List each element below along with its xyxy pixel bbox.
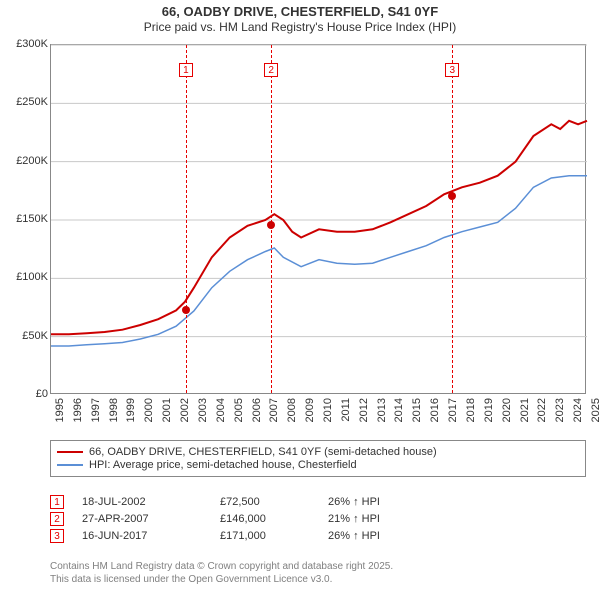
y-tick-label: £50K xyxy=(2,330,48,342)
sale-marker-box: 2 xyxy=(264,63,278,77)
sale-marker-vline xyxy=(186,45,187,393)
sale-marker-dot xyxy=(267,221,275,229)
x-tick-label: 2011 xyxy=(340,398,352,422)
grid-and-series-svg xyxy=(51,45,585,393)
x-tick-label: 2015 xyxy=(411,398,423,422)
x-tick-label: 2021 xyxy=(519,398,531,422)
x-tick-label: 2004 xyxy=(215,398,227,422)
sales-row-date: 18-JUL-2002 xyxy=(82,496,202,508)
sales-row-delta: 21% ↑ HPI xyxy=(328,513,448,525)
sale-marker-vline xyxy=(271,45,272,393)
x-tick-label: 2018 xyxy=(465,398,477,422)
legend-label-price-paid: 66, OADBY DRIVE, CHESTERFIELD, S41 0YF (… xyxy=(89,446,437,458)
sale-marker-box: 3 xyxy=(445,63,459,77)
chart-container: 66, OADBY DRIVE, CHESTERFIELD, S41 0YF P… xyxy=(0,0,600,590)
y-tick-label: £0 xyxy=(2,388,48,400)
y-tick-label: £300K xyxy=(2,38,48,50)
sales-table-row: 1 18-JUL-2002 £72,500 26% ↑ HPI xyxy=(50,495,586,509)
legend-item-hpi: HPI: Average price, semi-detached house,… xyxy=(57,459,579,471)
sales-row-date: 16-JUN-2017 xyxy=(82,530,202,542)
x-tick-label: 1998 xyxy=(108,398,120,422)
sales-row-price: £171,000 xyxy=(220,530,310,542)
x-tick-label: 2017 xyxy=(447,398,459,422)
sale-marker-dot xyxy=(182,306,190,314)
chart-plot-area: 1 2 3 xyxy=(50,44,586,394)
title-sub: Price paid vs. HM Land Registry's House … xyxy=(0,20,600,34)
sales-table: 1 18-JUL-2002 £72,500 26% ↑ HPI 2 27-APR-2007… xyxy=(50,492,586,546)
y-tick-label: £200K xyxy=(2,155,48,167)
y-tick-label: £250K xyxy=(2,96,48,108)
x-tick-label: 2022 xyxy=(536,398,548,422)
y-tick-label: £100K xyxy=(2,271,48,283)
series-line-price_paid xyxy=(51,121,587,334)
sale-marker-vline xyxy=(452,45,453,393)
x-tick-label: 2005 xyxy=(233,398,245,422)
x-tick-label: 2008 xyxy=(286,398,298,422)
legend-swatch-price-paid xyxy=(57,451,83,453)
x-tick-label: 2002 xyxy=(179,398,191,422)
sales-row-delta: 26% ↑ HPI xyxy=(328,530,448,542)
x-tick-label: 2003 xyxy=(197,398,209,422)
sales-row-price: £72,500 xyxy=(220,496,310,508)
x-tick-label: 2012 xyxy=(358,398,370,422)
sale-marker-dot xyxy=(448,192,456,200)
x-tick-label: 2010 xyxy=(322,398,334,422)
sale-marker-box: 1 xyxy=(179,63,193,77)
sales-row-marker: 3 xyxy=(50,529,64,543)
x-tick-label: 2006 xyxy=(251,398,263,422)
x-tick-label: 2024 xyxy=(572,398,584,422)
x-tick-label: 2014 xyxy=(393,398,405,422)
x-tick-label: 1995 xyxy=(54,398,66,422)
x-tick-label: 2019 xyxy=(483,398,495,422)
legend-label-hpi: HPI: Average price, semi-detached house,… xyxy=(89,459,357,471)
series-line-hpi xyxy=(51,176,587,346)
y-tick-label: £150K xyxy=(2,213,48,225)
x-tick-label: 2000 xyxy=(143,398,155,422)
sales-row-date: 27-APR-2007 xyxy=(82,513,202,525)
x-tick-label: 1996 xyxy=(72,398,84,422)
sales-row-marker: 1 xyxy=(50,495,64,509)
x-tick-label: 2009 xyxy=(304,398,316,422)
title-main: 66, OADBY DRIVE, CHESTERFIELD, S41 0YF xyxy=(0,4,600,19)
legend-item-price-paid: 66, OADBY DRIVE, CHESTERFIELD, S41 0YF (… xyxy=(57,446,579,458)
legend: 66, OADBY DRIVE, CHESTERFIELD, S41 0YF (… xyxy=(50,440,586,477)
x-tick-label: 2001 xyxy=(161,398,173,422)
x-tick-label: 2020 xyxy=(501,398,513,422)
x-tick-label: 2013 xyxy=(376,398,388,422)
sales-row-delta: 26% ↑ HPI xyxy=(328,496,448,508)
x-tick-label: 1999 xyxy=(125,398,137,422)
x-tick-label: 2025 xyxy=(590,398,600,422)
x-tick-label: 2007 xyxy=(268,398,280,422)
title-block: 66, OADBY DRIVE, CHESTERFIELD, S41 0YF P… xyxy=(0,0,600,36)
sales-table-row: 2 27-APR-2007 £146,000 21% ↑ HPI xyxy=(50,512,586,526)
footer: Contains HM Land Registry data © Crown c… xyxy=(50,561,586,586)
sales-row-price: £146,000 xyxy=(220,513,310,525)
x-tick-label: 2023 xyxy=(554,398,566,422)
legend-swatch-hpi xyxy=(57,464,83,466)
x-tick-label: 1997 xyxy=(90,398,102,422)
footer-line-2: This data is licensed under the Open Gov… xyxy=(50,574,586,587)
sales-row-marker: 2 xyxy=(50,512,64,526)
x-tick-label: 2016 xyxy=(429,398,441,422)
footer-line-1: Contains HM Land Registry data © Crown c… xyxy=(50,561,586,574)
sales-table-row: 3 16-JUN-2017 £171,000 26% ↑ HPI xyxy=(50,529,586,543)
